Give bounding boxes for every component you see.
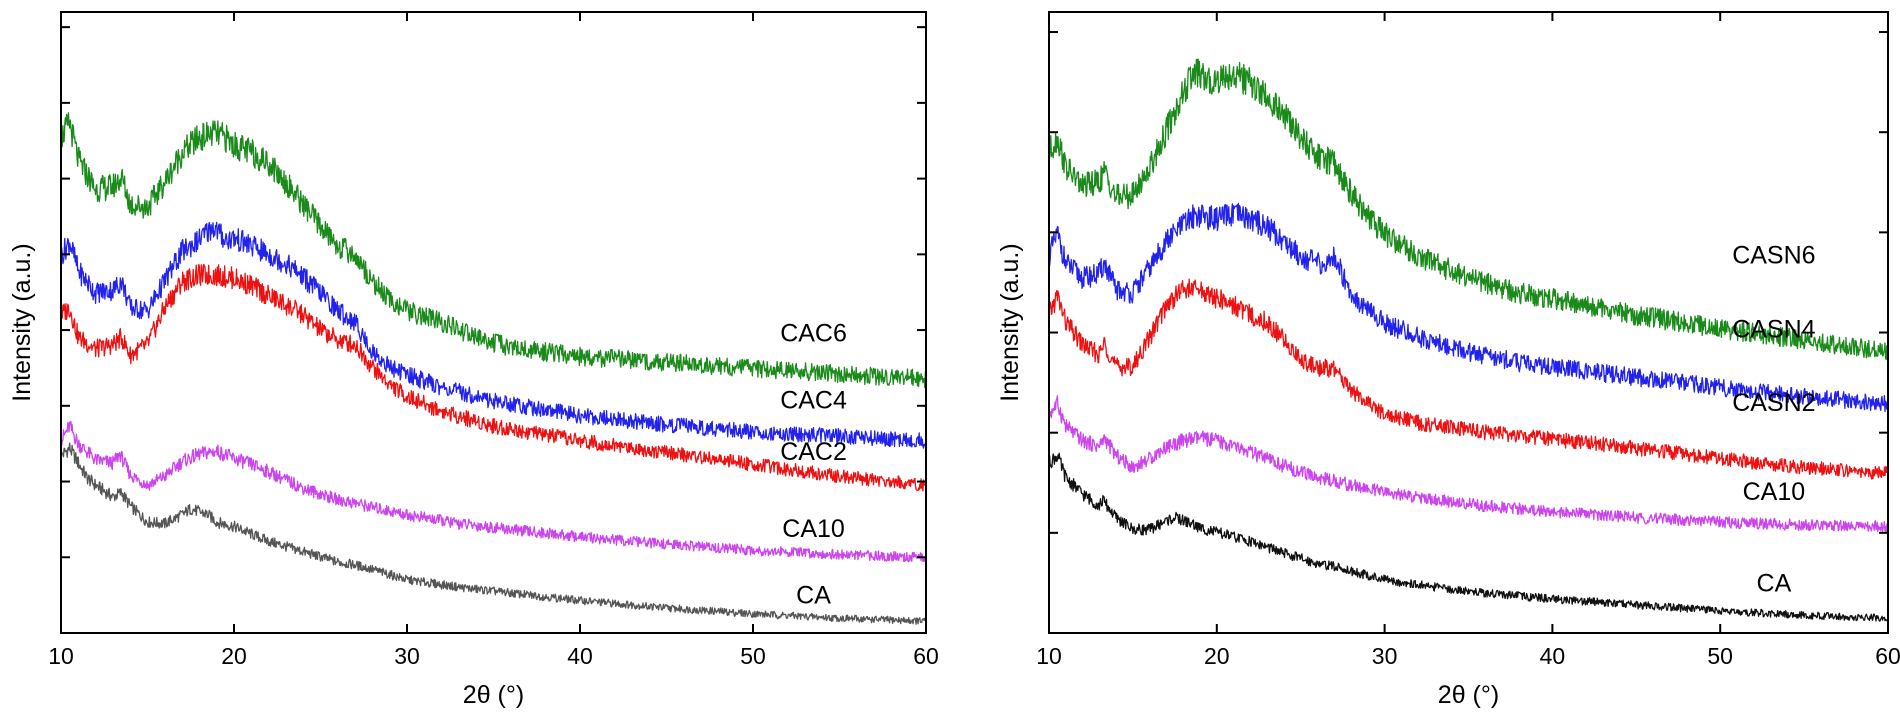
series-label-casn4: CASN4 bbox=[1732, 315, 1815, 343]
x-tick-label: 50 bbox=[1707, 643, 1733, 669]
series-line-cac6 bbox=[60, 112, 927, 389]
x-axis-title: 2θ (°) bbox=[1438, 681, 1499, 709]
series-label-casn6: CASN6 bbox=[1732, 241, 1815, 269]
series-line-ca bbox=[60, 442, 927, 625]
x-axis-title: 2θ (°) bbox=[463, 681, 524, 709]
series-label-cac4: CAC4 bbox=[780, 386, 847, 414]
x-tick-label: 40 bbox=[1540, 643, 1566, 669]
x-tick-label: 60 bbox=[1875, 643, 1900, 669]
series-label-casn2: CASN2 bbox=[1732, 389, 1815, 417]
x-tick-label: 40 bbox=[567, 643, 593, 669]
series-line-casn4 bbox=[1048, 202, 1889, 413]
x-tick-label: 50 bbox=[740, 643, 766, 669]
series-label-ca: CA bbox=[1757, 570, 1792, 598]
series-line-casn2 bbox=[1048, 278, 1889, 480]
series-label-cac2: CAC2 bbox=[780, 438, 847, 466]
plot-frame bbox=[1048, 11, 1889, 634]
series-line-casn6 bbox=[1048, 58, 1889, 361]
y-axis-title: Intensity (a.u.) bbox=[996, 243, 1024, 401]
series-label-cac6: CAC6 bbox=[780, 320, 847, 348]
series-line-ca bbox=[1048, 452, 1889, 623]
series-line-cac4 bbox=[60, 221, 927, 449]
series-line-cac2 bbox=[60, 263, 927, 492]
chart-panel-right: 10 20 30 40 50 60 2θ (°) Intensity (a.u.) CA CA10… bbox=[996, 11, 1900, 709]
series-label-ca10: CA10 bbox=[1743, 478, 1806, 506]
series-label-ca10: CA10 bbox=[782, 515, 845, 543]
series-line-ca10 bbox=[1048, 395, 1889, 533]
series-label-ca: CA bbox=[796, 581, 831, 609]
x-tick-label: 30 bbox=[394, 643, 420, 669]
x-tick-label: 30 bbox=[1372, 643, 1398, 669]
x-tick-label: 20 bbox=[1204, 643, 1230, 669]
x-tick-label: 60 bbox=[913, 643, 939, 669]
x-tick-label: 10 bbox=[48, 643, 74, 669]
plot-frame bbox=[60, 11, 927, 634]
x-tick-label: 10 bbox=[1036, 643, 1062, 669]
x-tick-label: 20 bbox=[221, 643, 247, 669]
y-axis-title: Intensity (a.u.) bbox=[8, 243, 36, 401]
series-line-ca10 bbox=[60, 420, 927, 563]
chart-panel-left: 10 20 30 40 50 60 2θ (°) Intensity (a.u.) CA CA10… bbox=[8, 11, 939, 709]
